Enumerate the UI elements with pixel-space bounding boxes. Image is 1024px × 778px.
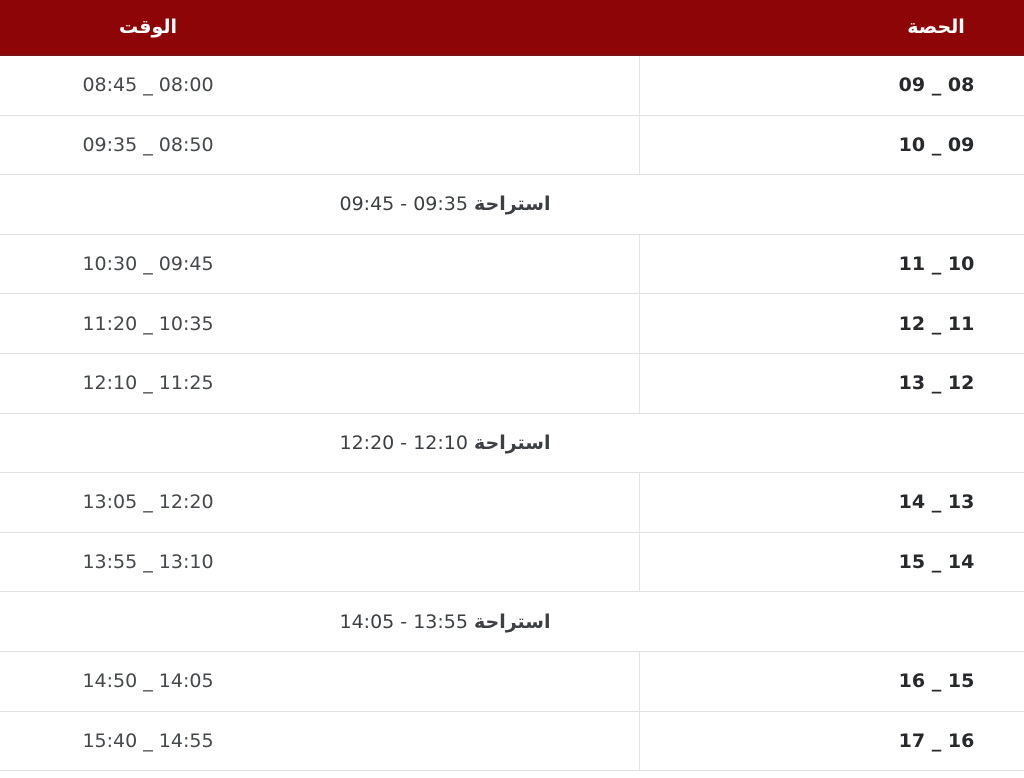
break-cell: استراحة 12:10 - 12:20 <box>0 413 1024 474</box>
break-cell: استراحة 13:55 - 14:05 <box>0 592 1024 652</box>
time-cell: 14:05 _ 14:50 <box>0 651 639 712</box>
time-cell: 10:35 _ 11:20 <box>0 294 639 354</box>
column-header-period: الحصة <box>639 0 1024 56</box>
time-cell: 12:20 _ 13:05 <box>0 473 639 533</box>
break-label: استراحة <box>474 431 551 454</box>
header-row: الحصة الوقت <box>0 0 1024 56</box>
time-cell: 14:55 _ 15:40 <box>0 711 639 772</box>
break-row: استراحة 13:55 - 14:05 <box>0 592 1024 652</box>
break-cell: استراحة 09:35 - 09:45 <box>0 175 1024 235</box>
column-header-time: الوقت <box>0 0 639 56</box>
period-cell: 16 _ 17 <box>639 711 1024 772</box>
class-row: 11 _ 12 10:35 _ 11:20 <box>0 294 1024 354</box>
time-cell: 13:10 _ 13:55 <box>0 532 639 593</box>
period-cell: 11 _ 12 <box>639 294 1024 354</box>
period-cell: 10 _ 11 <box>639 234 1024 295</box>
class-row: 10 _ 11 09:45 _ 10:30 <box>0 234 1024 295</box>
break-label: استراحة <box>474 610 551 633</box>
period-cell: 15 _ 16 <box>639 651 1024 712</box>
period-cell: 12 _ 13 <box>639 353 1024 414</box>
class-row: 08 _ 09 08:00 _ 08:45 <box>0 56 1024 116</box>
class-row: 14 _ 15 13:10 _ 13:55 <box>0 532 1024 593</box>
class-row: 16 _ 17 14:55 _ 15:40 <box>0 711 1024 772</box>
class-row: 15 _ 16 14:05 _ 14:50 <box>0 651 1024 712</box>
period-cell: 13 _ 14 <box>639 473 1024 533</box>
period-cell: 08 _ 09 <box>639 56 1024 116</box>
time-cell: 11:25 _ 12:10 <box>0 353 639 414</box>
time-cell: 08:50 _ 09:35 <box>0 115 639 176</box>
break-time-range: 13:55 - 14:05 <box>339 610 468 633</box>
class-row: 13 _ 14 12:20 _ 13:05 <box>0 473 1024 533</box>
break-time-range: 09:35 - 09:45 <box>339 193 468 216</box>
break-row: استراحة 12:10 - 12:20 <box>0 413 1024 474</box>
break-label: استراحة <box>474 193 551 216</box>
break-row: استراحة 09:35 - 09:45 <box>0 175 1024 235</box>
class-row: 12 _ 13 11:25 _ 12:10 <box>0 353 1024 414</box>
period-cell: 14 _ 15 <box>639 532 1024 593</box>
time-cell: 08:00 _ 08:45 <box>0 56 639 116</box>
time-cell: 09:45 _ 10:30 <box>0 234 639 295</box>
period-cell: 09 _ 10 <box>639 115 1024 176</box>
break-time-range: 12:10 - 12:20 <box>339 431 468 454</box>
class-row: 09 _ 10 08:50 _ 09:35 <box>0 115 1024 176</box>
schedule-body: 08 _ 09 08:00 _ 08:45 09 _ 10 08:50 _ 09… <box>0 56 1024 772</box>
